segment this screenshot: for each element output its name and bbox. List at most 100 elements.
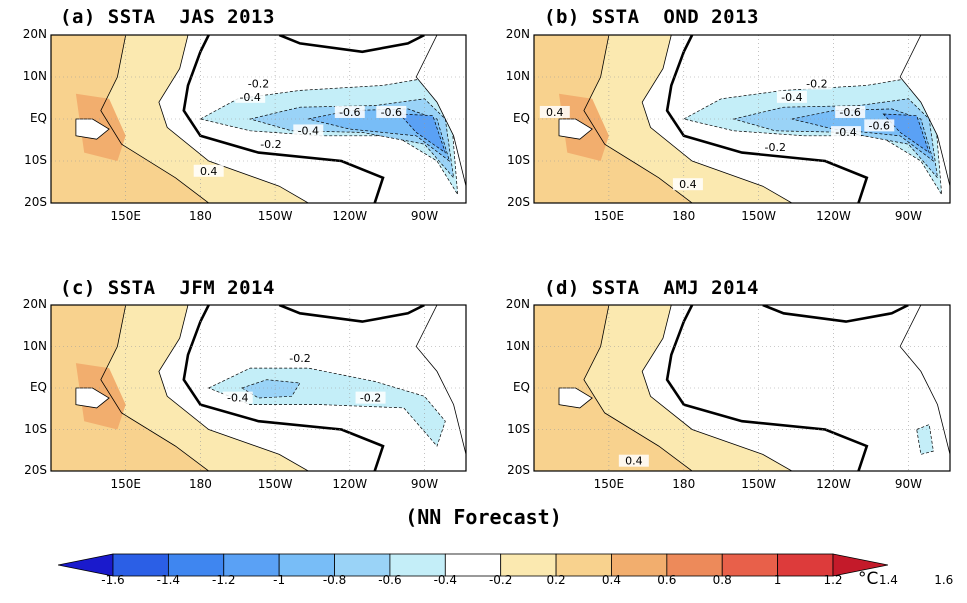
contour-label: -0.2 [360,392,381,405]
warm-anomaly-region [75,363,126,430]
longitude-label: 150W [257,477,293,491]
contour-label: -0.4 [835,126,856,139]
contour-label: -0.2 [289,352,310,365]
longitude-label: 150W [741,477,777,491]
cool-anomaly-region [241,379,301,399]
contour-line [534,305,693,471]
contour-label: -0.4 [781,91,802,104]
contour-label-bg [801,77,832,90]
landmass [75,118,110,140]
contour-line [51,305,210,471]
contour-label-bg [334,105,365,118]
map-frame [50,34,467,204]
latitude-label: 20N [22,27,47,41]
cool-anomaly-region [732,98,939,179]
contour-label-bg [864,119,895,132]
longitude-label: 150W [741,209,777,223]
colorbar-tick-label: -1.4 [156,573,181,587]
longitude-label: 150E [593,477,625,491]
longitude-label: 180 [188,477,212,491]
longitude-label: 90W [410,209,439,223]
cool-anomaly-region [791,108,935,162]
contour-label: -0.2 [260,138,281,151]
longitude-label: 90W [894,477,922,491]
contour-label: 0.4 [625,455,643,468]
landmass [899,35,950,187]
cool-anomaly-region [398,113,446,154]
contour-line [534,305,793,471]
colorbar-tick-label: -1 [273,573,286,587]
warm-anomaly-region [534,305,693,471]
warm-anomaly-region [559,93,609,161]
warm-anomaly-region [51,305,309,471]
contour-label: -0.2 [806,77,827,90]
warm-anomaly-region [534,305,792,471]
contour-label: -0.2 [248,77,269,90]
latitude-label: EQ [29,111,47,125]
latitude-label: 10N [505,69,530,83]
landmass [558,387,593,409]
longitude-label: 150E [110,209,141,223]
contour-line [534,35,793,203]
colorbar-tick-label: 1.6 [934,573,954,587]
contour-line [51,305,310,471]
contour-label: 0.4 [546,106,564,119]
colorbar-tick-label: -1.6 [101,573,125,587]
contour-label-bg [539,105,570,118]
colorbar-tick-label: 1.4 [878,573,898,587]
zero-contour [278,35,426,54]
contour-label-bg [255,137,286,150]
cool-anomaly-region [882,113,930,154]
longitude-label: 90W [894,209,922,223]
cool-anomaly-region [916,424,934,455]
longitude-label: 150E [593,209,625,223]
cool-anomaly-region [248,98,455,179]
warm-anomaly-region [51,305,209,471]
colorbar-tick-label: 0.8 [712,573,732,587]
longitude-label: 120W [816,209,851,223]
latitude-label: 20N [22,297,47,311]
landmass [899,305,950,455]
latitude-label: 20S [24,463,47,477]
zero-contour [182,35,385,203]
colorbar-tick-label: -0.8 [322,573,347,587]
contour-label-bg [831,126,861,139]
latitude-label: 20N [505,27,530,41]
panel-title: (d) SSTA AMJ 2014 [544,277,759,299]
colorbar-tick-label: 0.2 [546,573,566,587]
longitude-label: 180 [188,209,212,223]
contour-label-bg [243,77,274,90]
contour-label-bg [222,391,253,404]
cool-anomaly-region [199,76,459,195]
contour-label-bg [776,90,807,103]
colorbar-tick-label: -0.2 [488,573,513,587]
cool-anomaly-region [308,108,451,162]
contour-label: -0.4 [239,91,260,104]
latitude-label: 10N [22,69,47,83]
landmass [75,387,110,409]
colorbar-tick-label: 0.6 [657,573,677,587]
latitude-label: EQ [512,380,530,394]
longitude-label: 180 [672,477,696,491]
contour-label: -0.6 [869,119,890,132]
warm-anomaly-region [51,35,209,203]
contour-label-bg [193,164,224,177]
latitude-label: 10N [505,338,530,353]
latitude-label: 10S [24,421,47,436]
panel-title: (a) SSTA JAS 2013 [60,6,275,28]
contour-label-bg [760,141,791,154]
contour-label-bg [235,90,266,103]
panel-title: (b) SSTA OND 2013 [544,6,759,28]
longitude-label: 180 [672,209,696,223]
zero-contour [182,305,385,471]
latitude-label: 20S [24,195,47,209]
zero-contour [665,35,869,203]
latitude-label: 20N [505,297,530,311]
contour-line [534,35,693,203]
warm-anomaly-region [75,93,126,161]
landmass [558,118,593,140]
contour-label: -0.2 [765,141,786,154]
contour-label-bg [835,105,866,118]
latitude-label: 20S [507,463,530,477]
contour-label: -0.6 [839,106,860,119]
